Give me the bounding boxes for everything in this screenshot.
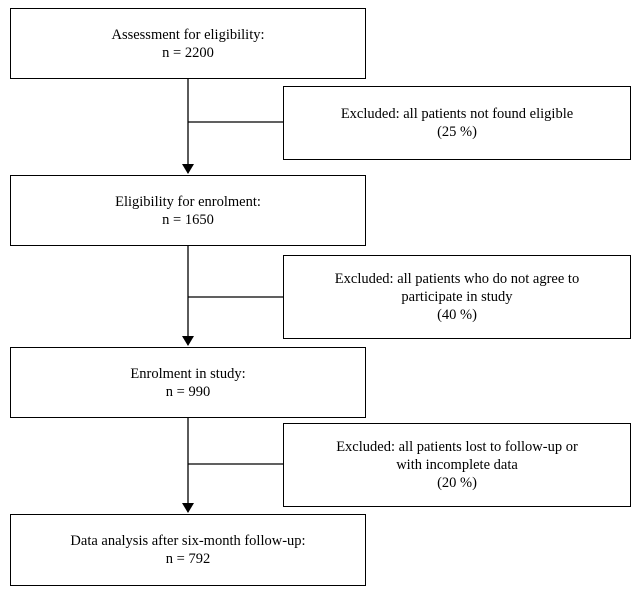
eligibility-box: Eligibility for enrolment: n = 1650	[10, 175, 366, 246]
data-analysis-box: Data analysis after six-month follow-up:…	[10, 514, 366, 586]
exclusion-2-line-2: participate in study	[401, 289, 513, 305]
exclusion-3-line-3: (20 %)	[437, 475, 477, 491]
enrolment-count: n = 990	[165, 383, 211, 400]
exclusion-box-declined: Excluded: all patients who do not agree …	[283, 255, 631, 339]
data-analysis-title: Data analysis after six-month follow-up:	[70, 533, 306, 549]
exclusion-3-line-1: Excluded: all patients lost to follow-up…	[336, 439, 578, 455]
eligibility-count: n = 1650	[162, 211, 214, 228]
exclusion-3-line-2: with incomplete data	[396, 457, 518, 473]
enrolment-box: Enrolment in study: n = 990	[10, 347, 366, 418]
enrolment-title: Enrolment in study:	[130, 365, 246, 382]
assessment-title: Assessment for eligibility:	[111, 26, 265, 43]
exclusion-box-lost-follow-up: Excluded: all patients lost to follow-up…	[283, 423, 631, 507]
exclusion-2-line-3: (40 %)	[437, 307, 477, 323]
eligibility-title: Eligibility for enrolment:	[115, 193, 261, 210]
exclusion-1-line-1: Excluded: all patients not found eligibl…	[340, 106, 574, 122]
exclusion-1-line-2: (25 %)	[437, 124, 477, 140]
assessment-box: Assessment for eligibility: n = 2200	[10, 8, 366, 79]
data-analysis-count: n = 792	[165, 551, 211, 567]
assessment-count: n = 2200	[162, 44, 214, 61]
exclusion-box-not-eligible: Excluded: all patients not found eligibl…	[283, 86, 631, 160]
exclusion-2-line-1: Excluded: all patients who do not agree …	[334, 271, 580, 287]
